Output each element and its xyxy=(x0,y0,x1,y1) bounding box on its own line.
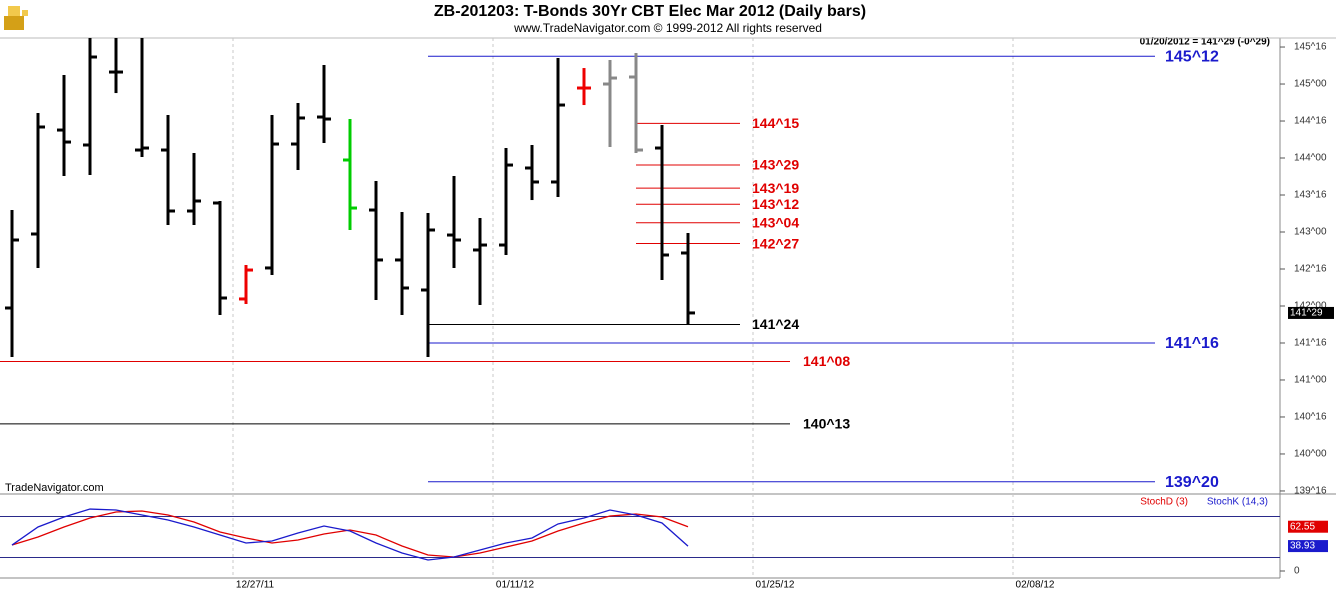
value-box-label: 62.55 xyxy=(1290,521,1315,532)
level-label: 145^12 xyxy=(1165,48,1219,65)
y-tick-label: 142^00 xyxy=(1294,301,1327,312)
title: ZB-201203: T-Bonds 30Yr CBT Elec Mar 201… xyxy=(434,3,866,20)
level-label: 143^12 xyxy=(752,196,799,212)
y-tick-label: 141^00 xyxy=(1294,375,1327,386)
legend-entry: StochK (14,3) xyxy=(1207,497,1268,508)
y-tick-label: 140^00 xyxy=(1294,449,1327,460)
stoch-tick-label: 0 xyxy=(1294,566,1300,577)
last-marker-box xyxy=(1288,306,1334,319)
level-label: 142^27 xyxy=(752,235,799,251)
x-tick-label: 12/27/11 xyxy=(236,580,275,591)
last-marker: 141^29 xyxy=(1290,308,1323,319)
level-label: 143^04 xyxy=(752,214,799,230)
y-tick-label: 140^16 xyxy=(1294,412,1327,423)
value-box xyxy=(1288,540,1328,553)
value-box-label: 38.93 xyxy=(1290,541,1315,552)
y-tick-label: 139^16 xyxy=(1294,486,1327,497)
y-tick-label: 144^00 xyxy=(1294,153,1327,164)
watermark: TradeNavigator.com xyxy=(5,482,104,494)
level-label: 141^08 xyxy=(803,353,850,369)
y-tick-label: 145^00 xyxy=(1294,79,1327,90)
level-label: 139^20 xyxy=(1165,474,1219,491)
last-quote: 01/20/2012 = 141^29 (-0^29) xyxy=(1140,37,1270,48)
y-tick-label: 144^16 xyxy=(1294,116,1327,127)
y-tick-label: 143^16 xyxy=(1294,190,1327,201)
level-label: 141^16 xyxy=(1165,335,1219,352)
level-label: 140^13 xyxy=(803,416,850,432)
stoch-line xyxy=(11,508,689,561)
x-tick-label: 02/08/12 xyxy=(1016,580,1055,591)
legend-entry: StochD (3) xyxy=(1140,497,1188,508)
level-label: 143^29 xyxy=(752,157,799,173)
subtitle: www.TradeNavigator.com © 1999-2012 All r… xyxy=(513,21,822,35)
y-tick-label: 143^00 xyxy=(1294,227,1327,238)
logo xyxy=(4,6,28,30)
y-tick-label: 141^16 xyxy=(1294,338,1327,349)
value-box xyxy=(1288,520,1328,533)
level-label: 144^15 xyxy=(752,115,799,131)
level-label: 141^24 xyxy=(752,316,799,332)
x-tick-label: 01/25/12 xyxy=(756,580,795,591)
x-tick-label: 01/11/12 xyxy=(496,580,535,591)
y-tick-label: 142^16 xyxy=(1294,264,1327,275)
level-label: 143^19 xyxy=(752,180,799,196)
price-bars xyxy=(5,38,695,357)
y-tick-label: 145^16 xyxy=(1294,42,1327,53)
